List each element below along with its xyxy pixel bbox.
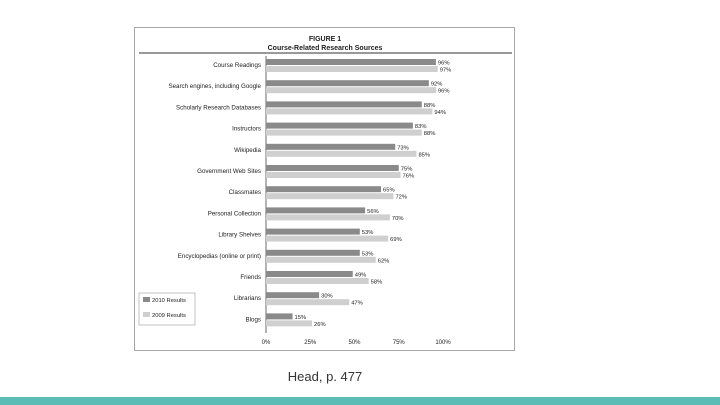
legend-swatch	[143, 312, 150, 317]
figure-number: FIGURE 1	[309, 36, 341, 43]
data-label: 65%	[383, 188, 395, 194]
category-label: Course Readings	[213, 62, 261, 69]
bar-2010	[266, 80, 429, 87]
category-label: Instructors	[232, 126, 261, 133]
bar-2009	[266, 87, 436, 94]
data-label: 96%	[438, 89, 450, 95]
bar-2010	[266, 292, 320, 299]
data-label: 75%	[401, 167, 413, 173]
bar-2009	[266, 256, 376, 263]
data-label: 72%	[395, 195, 407, 201]
data-label: 58%	[371, 280, 383, 286]
x-tick-label: 25%	[304, 340, 317, 346]
data-label: 96%	[438, 61, 450, 67]
data-label: 70%	[392, 216, 404, 222]
x-tick-label: 75%	[393, 340, 406, 346]
x-tick-label: 100%	[435, 340, 451, 346]
legend-label: 2009 Results	[152, 313, 186, 319]
data-label: 53%	[362, 251, 374, 257]
bar-2010	[266, 271, 353, 277]
category-label: Personal Collection	[208, 210, 262, 217]
category-label: Encyclopedias (online or print)	[178, 253, 261, 260]
data-label: 49%	[355, 273, 367, 279]
data-label: 53%	[362, 230, 374, 236]
x-tick-label: 50%	[348, 340, 361, 346]
bar-2009	[266, 129, 422, 136]
legend-label: 2010 Results	[152, 298, 186, 304]
category-label: Librarians	[234, 295, 261, 302]
legend: 2010 Results 2009 Results	[138, 292, 196, 326]
data-label: 83%	[415, 124, 427, 130]
bottom-band	[0, 397, 720, 405]
chart: FIGURE 1 Course-Related Research Sources…	[138, 36, 512, 346]
data-label: 73%	[397, 145, 409, 151]
category-label: Wikipedia	[234, 147, 261, 154]
data-label: 30%	[321, 294, 333, 300]
plot-area: Course Readings 96%97%Search engines, inc…	[168, 56, 451, 346]
data-label: 94%	[434, 110, 446, 116]
category-label: Blogs	[246, 316, 261, 323]
bar-2009	[266, 278, 369, 284]
bar-2010	[266, 313, 293, 320]
bar-2010	[266, 122, 413, 129]
data-label: 15%	[295, 315, 307, 321]
data-label: 92%	[431, 82, 443, 88]
figure-title: Course-Related Research Sources	[268, 45, 383, 52]
data-label: 62%	[378, 258, 390, 264]
data-label: 97%	[440, 68, 452, 74]
data-label: 76%	[403, 174, 415, 180]
data-label: 47%	[351, 301, 363, 307]
data-label: 85%	[418, 152, 430, 158]
slide-caption: Head, p. 477	[287, 369, 363, 384]
category-label: Search engines, including Google	[168, 83, 261, 90]
bar-2010	[266, 59, 436, 65]
x-tick-label: 0%	[262, 340, 271, 346]
data-label: 56%	[367, 209, 379, 215]
bar-2009	[266, 320, 313, 327]
data-label: 88%	[424, 103, 436, 109]
data-label: 88%	[424, 131, 436, 137]
bar-2010	[266, 207, 366, 214]
bar-2010	[266, 186, 382, 193]
data-label: 69%	[390, 237, 402, 243]
bar-2009	[266, 108, 433, 115]
bar-2009	[266, 299, 350, 306]
category-label: Classmates	[229, 189, 261, 196]
bar-2010	[266, 165, 399, 171]
category-label: Scholarly Research Databases	[176, 104, 261, 111]
bar-2009	[266, 214, 390, 221]
bar-2009	[266, 235, 389, 242]
legend-swatch	[143, 297, 150, 302]
bar-2010	[266, 249, 360, 256]
bar-2009	[266, 193, 394, 200]
bar-2010	[266, 101, 422, 108]
bar-2010	[266, 143, 396, 150]
category-label: Library Shelves	[218, 232, 261, 239]
bar-2009	[266, 66, 438, 72]
data-label: 26%	[314, 322, 326, 328]
bar-2009	[266, 150, 417, 157]
bar-2010	[266, 228, 360, 235]
category-label: Government Web Sites	[197, 168, 261, 175]
category-label: Friends	[240, 274, 261, 281]
figure-frame: FIGURE 1 Course-Related Research Sources…	[134, 27, 515, 351]
bar-2009	[266, 172, 401, 178]
